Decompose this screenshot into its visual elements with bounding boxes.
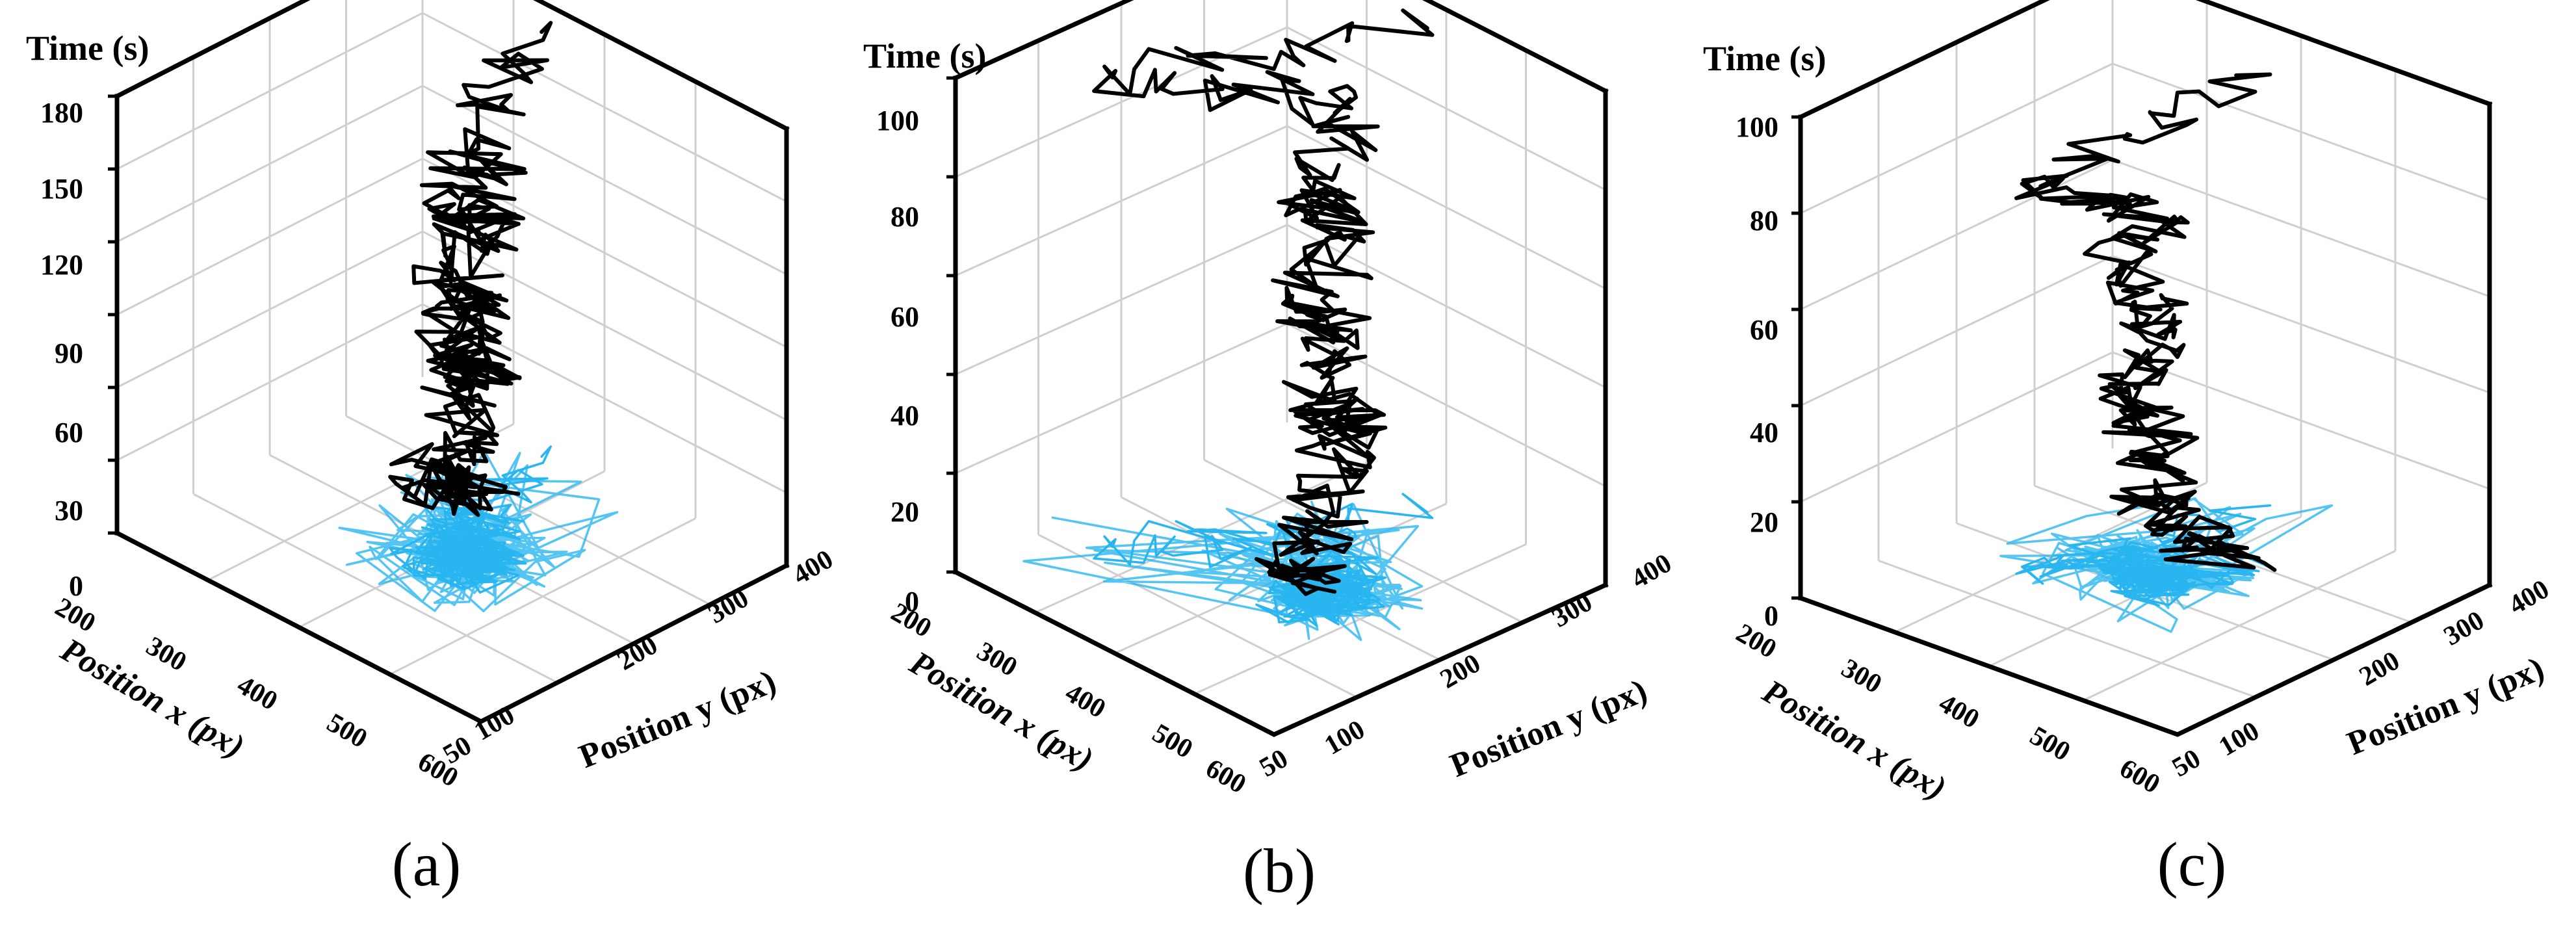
x-tick: 600: [1201, 753, 1251, 800]
x-tick: 300: [1836, 653, 1887, 699]
x-tick: 400: [1060, 678, 1111, 724]
trajectory-line: [1092, 8, 1435, 596]
x-tick: 600: [2114, 753, 2165, 800]
time-axis-title: Time (s): [26, 29, 149, 68]
trajectory-line: [2014, 72, 2277, 572]
top-edges: [114, 0, 790, 132]
y-tick: 400: [2504, 574, 2555, 620]
time-tick: 150: [40, 173, 83, 205]
grid-line: [389, 517, 696, 675]
time-tick: 0: [1764, 600, 1778, 632]
floor-front-edges: [114, 530, 790, 724]
x-tick: 400: [1934, 688, 1984, 735]
time-tick: 60: [55, 417, 83, 449]
y-axis-title: Position y (px): [574, 663, 781, 775]
time-tick: 20: [891, 496, 919, 528]
top-edges: [1797, 0, 2493, 120]
floor-front-edges: [952, 569, 1609, 737]
grid-line: [1193, 543, 1527, 695]
y-tick: 50: [1255, 744, 1293, 783]
y-tick: 200: [2354, 645, 2405, 692]
time-tick: 30: [55, 495, 83, 527]
floor-front-edges: [1797, 582, 2493, 737]
x-tick: 200: [50, 592, 101, 638]
time-tick: 0: [905, 586, 919, 618]
time-tick: 60: [1750, 314, 1778, 346]
grid-line: [955, 224, 1606, 389]
time-tick: 20: [1750, 506, 1778, 538]
x-tick: 500: [2025, 721, 2075, 767]
panel-b: Time (s) 100 80 60 40 20 0 200 300 400 5…: [863, 0, 1677, 905]
grid-line: [955, 322, 1606, 488]
floor-projection-line: [1022, 501, 1424, 642]
time-tick: 120: [40, 249, 83, 281]
y-tick: 50: [2167, 744, 2205, 783]
grid-line: [1800, 62, 2490, 215]
time-tick: 90: [55, 337, 83, 369]
panel-c: Time (s) 100 80 60 40 20 0 200 300 400 5…: [1703, 0, 2555, 899]
grid-line: [345, 415, 711, 606]
y-tick: 400: [788, 544, 839, 590]
plot-area: [946, 0, 1609, 737]
panel-caption: (b): [1243, 836, 1316, 905]
panel-caption: (c): [2157, 829, 2227, 899]
y-tick: 100: [1320, 714, 1370, 761]
time-tick: 100: [876, 105, 919, 137]
x-axis-title: Position x (px): [1756, 673, 1952, 807]
y-tick: 300: [2439, 605, 2490, 651]
time-axis-title: Time (s): [863, 36, 986, 75]
time-tick: 80: [1750, 205, 1778, 237]
time-tick: 0: [69, 570, 83, 602]
time-tick: 100: [1736, 111, 1778, 143]
plot-area: [1791, 0, 2493, 737]
plot-area: [108, 0, 790, 724]
y-tick: 400: [1626, 548, 1677, 594]
y-tick: 300: [703, 583, 754, 629]
grid-line: [2083, 550, 2396, 701]
grid-line: [955, 125, 1606, 290]
panel-caption: (a): [392, 829, 462, 899]
time-tick: 60: [891, 301, 919, 333]
y-axis-title: Position y (px): [1445, 672, 1652, 785]
x-tick: 400: [232, 670, 283, 716]
trajectory-line: [388, 21, 553, 517]
top-edges: [952, 0, 1609, 94]
y-tick: 200: [1435, 648, 1486, 694]
time-tick: 40: [1750, 417, 1778, 449]
x-tick: 300: [972, 636, 1022, 683]
time-tick: 40: [891, 400, 919, 432]
floor-projection-line: [338, 450, 619, 612]
y-tick: 100: [2214, 716, 2265, 762]
x-tick: 200: [886, 597, 937, 644]
x-tick: 500: [1147, 718, 1198, 764]
x-tick: 300: [141, 631, 192, 677]
time-tick: 180: [40, 97, 83, 129]
time-tick: 80: [891, 201, 919, 233]
panel-a: Time (s) 180 150 120 90 60 30 0 200 300 …: [26, 0, 839, 899]
x-tick: 500: [322, 708, 372, 754]
time-axis-title: Time (s): [1703, 39, 1826, 78]
